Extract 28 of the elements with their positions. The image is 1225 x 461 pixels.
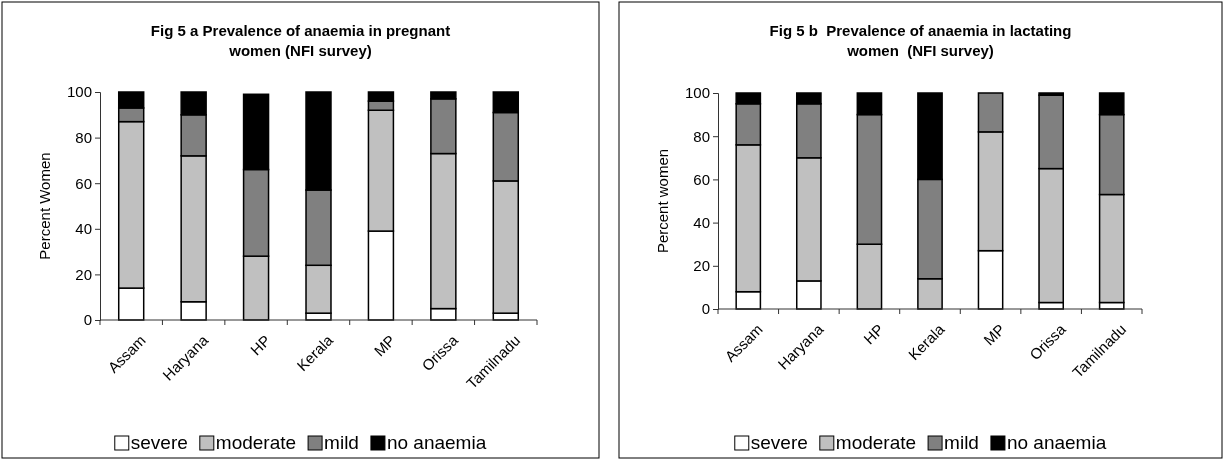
y-tick-label: 40 — [75, 220, 92, 238]
legend-label: mild — [324, 432, 359, 453]
legend-label: moderate — [215, 432, 297, 453]
y-tick-label: 20 — [75, 265, 92, 283]
legend-label: severe — [130, 432, 188, 453]
x-tick-label: HP — [860, 320, 887, 348]
y-tick-label: 40 — [693, 213, 710, 231]
y-tick-label: 80 — [693, 127, 710, 145]
y-tick-label: 60 — [693, 170, 710, 188]
y-tick-label: 80 — [75, 128, 92, 146]
legend-label: no anaemia — [386, 432, 487, 453]
y-axis-title: Percent Women — [36, 152, 53, 260]
x-tick-label: MP — [370, 331, 399, 360]
x-tick-label: MP — [980, 320, 1009, 349]
legend-label: mild — [944, 432, 979, 453]
y-tick-label: 100 — [684, 84, 710, 102]
legend-label: severe — [750, 432, 808, 453]
y-tick-label: 20 — [693, 257, 710, 275]
x-tick-label: HP — [246, 331, 274, 359]
y-tick-label: 60 — [75, 174, 92, 192]
chart-title: Fig 5 b Prevalence of anaemia in lactating women (NFI survey) — [769, 22, 1072, 59]
legend-label: no anaemia — [1006, 432, 1107, 453]
chart-title: Fig 5 a Prevalence of anaemia in pregnant women (NFI survey) — [150, 22, 451, 59]
y-tick-label: 0 — [701, 300, 710, 318]
y-tick-label: 0 — [83, 311, 92, 329]
legend-label: moderate — [835, 432, 917, 453]
y-tick-label: 100 — [66, 83, 92, 101]
y-axis-title: Percent women — [654, 148, 671, 254]
